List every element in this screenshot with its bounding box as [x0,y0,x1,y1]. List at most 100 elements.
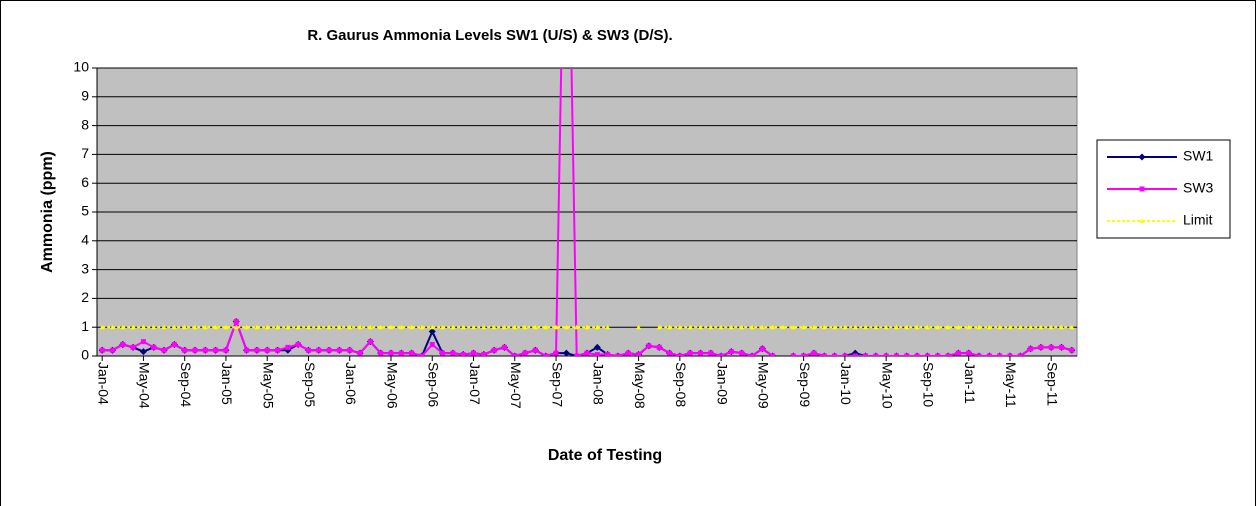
marker [1048,344,1054,350]
marker [192,324,198,330]
marker [873,324,879,330]
marker [553,350,559,356]
marker [811,324,817,330]
marker [574,353,580,356]
marker [863,324,869,330]
marker [120,341,126,347]
marker [357,350,363,356]
marker [244,347,250,353]
marker [161,347,167,353]
marker [945,353,951,356]
marker [728,349,734,355]
y-tick-label: 3 [81,260,89,276]
marker [130,344,136,350]
marker [966,350,972,356]
marker [491,324,497,330]
marker [553,324,559,330]
y-tick-label: 10 [73,59,89,75]
marker [636,352,642,356]
marker [656,324,662,330]
marker [924,353,930,356]
x-axis-title: Date of Testing [548,447,662,464]
marker [636,324,642,330]
marker [223,347,229,353]
marker [398,324,404,330]
marker [254,347,260,353]
y-tick-label: 1 [81,318,89,334]
x-tick-label: Sep-05 [302,362,318,407]
marker [512,353,518,356]
marker [543,353,549,356]
marker [914,353,920,356]
marker [367,339,373,345]
marker [192,347,198,353]
y-tick-label: 7 [81,145,89,161]
marker [986,324,992,330]
plot-series [98,68,1076,356]
marker [460,352,466,356]
y-tick-label: 0 [81,347,89,363]
marker [460,324,466,330]
marker [997,353,1003,356]
marker [264,324,270,330]
marker [873,353,879,356]
marker [109,324,115,330]
marker [976,353,982,356]
marker [285,324,291,330]
marker [594,352,600,356]
marker [646,343,652,349]
x-tick-label: May-07 [508,362,524,409]
marker [935,353,941,356]
marker [821,324,827,330]
marker [450,350,456,356]
marker [852,324,858,330]
x-tick-label: May-08 [632,362,648,409]
marker [532,347,538,353]
marker [388,350,394,356]
x-tick-label: May-10 [879,362,895,409]
marker [419,324,425,330]
x-tick-label: Jan-07 [467,362,483,405]
marker [1017,324,1023,330]
marker [264,347,270,353]
marker [790,324,796,330]
marker [409,350,415,356]
marker [976,324,982,330]
marker [863,353,869,356]
marker [378,324,384,330]
marker [109,347,115,353]
marker [718,324,724,330]
marker [883,353,889,356]
marker [295,324,301,330]
x-tick-label: Jan-10 [838,362,854,405]
marker [471,324,477,330]
marker [955,350,961,356]
marker [481,352,487,356]
marker [543,324,549,330]
y-tick-label: 4 [81,232,89,248]
marker [562,349,570,356]
marker [316,347,322,353]
marker [615,353,621,356]
marker [1059,324,1065,330]
marker [326,324,332,330]
marker [1139,218,1145,223]
marker [759,324,765,330]
marker [501,344,507,350]
x-tick-label: Jan-05 [219,362,235,405]
y-tick-label: 9 [81,88,89,104]
marker [151,324,157,330]
marker [986,353,992,356]
marker [1028,324,1034,330]
marker [728,324,734,330]
marker [532,324,538,330]
marker [171,324,177,330]
marker [677,324,683,330]
marker [151,344,157,350]
marker [120,324,126,330]
marker [955,324,961,330]
marker [749,353,755,356]
marker [801,324,807,330]
marker [522,350,528,356]
marker [1017,353,1023,356]
